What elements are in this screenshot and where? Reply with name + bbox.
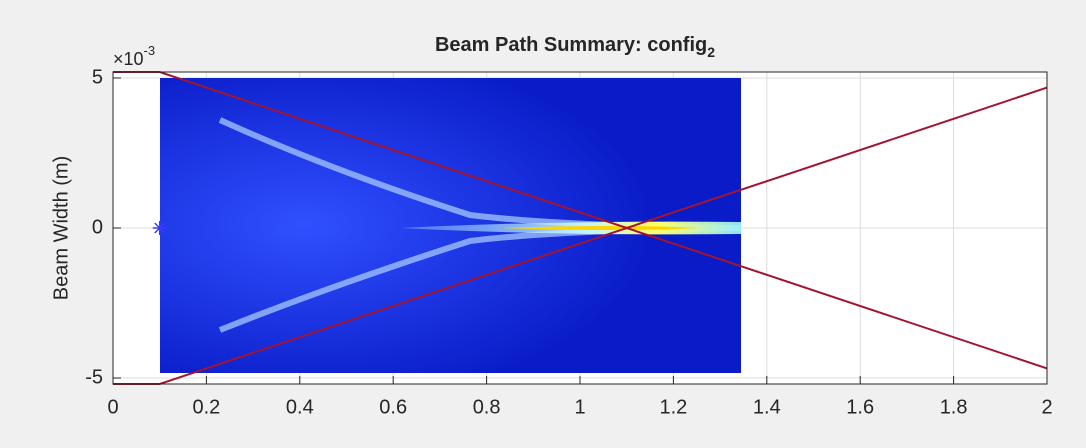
x-tick-label: 0 — [107, 396, 118, 418]
chart-title: Beam Path Summary: config2 — [435, 34, 715, 59]
y-multiplier-base: ×10 — [113, 49, 144, 69]
y-tick-label: -5 — [85, 366, 103, 388]
x-tick-label: 0.6 — [379, 396, 407, 418]
title-subscript: 2 — [707, 44, 715, 60]
title-text: Beam Path Summary: config — [435, 34, 707, 56]
y-multiplier-exponent: -3 — [144, 43, 156, 58]
y-tick-label: 0 — [92, 216, 103, 238]
beam-intensity-image — [160, 78, 742, 373]
source-marker — [152, 221, 167, 235]
x-tick-label: 0.4 — [286, 396, 314, 418]
y-axis-label: Beam Width (m) — [50, 156, 72, 300]
x-tick-label: 2 — [1041, 396, 1052, 418]
x-tick-label: 1.8 — [940, 396, 968, 418]
x-tick-label: 1.4 — [753, 396, 781, 418]
x-tick-label: 1.2 — [659, 396, 687, 418]
x-tick-label: 1.6 — [846, 396, 874, 418]
y-tick-label: 5 — [92, 66, 103, 88]
x-tick-label: 0.8 — [473, 396, 501, 418]
x-tick-label: 0.2 — [192, 396, 220, 418]
x-tick-label: 1 — [574, 396, 585, 418]
y-multiplier: ×10-3 — [113, 43, 155, 68]
